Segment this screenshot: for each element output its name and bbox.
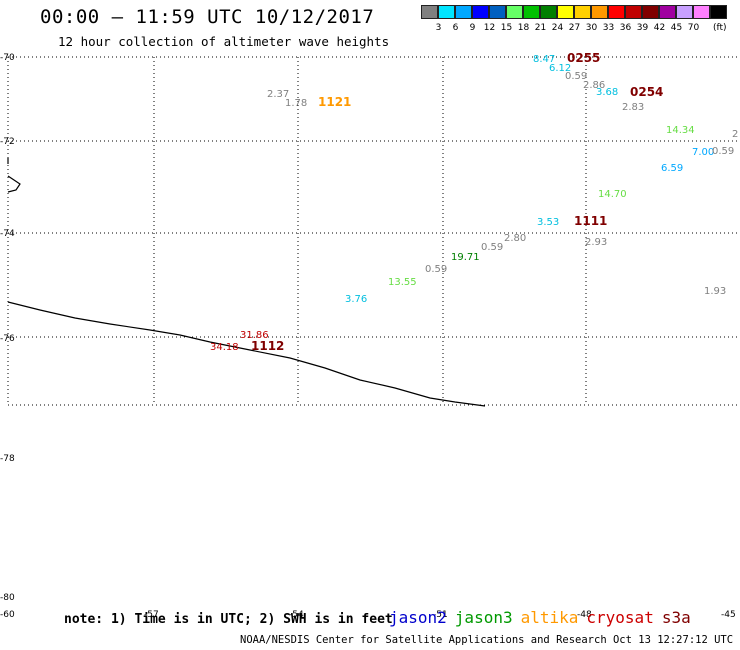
legend-swatch (540, 5, 557, 19)
legend-swatch (489, 5, 506, 19)
wave-height-value: 0.59 (712, 146, 734, 157)
satellite-legend: jason2 jason3 altika cryosat s3a (389, 608, 699, 627)
wave-height-value: 2.86 (583, 80, 605, 91)
credit-line: NOAA/NESDIS Center for Satellite Applica… (240, 634, 740, 646)
legend-label: 15 (500, 23, 513, 33)
latitude-label: -72 (0, 137, 15, 147)
wave-height-value: 2.93 (585, 237, 607, 248)
wave-height-value: 6.12 (549, 63, 571, 74)
legend-label: 9 (469, 23, 476, 33)
legend-swatch (557, 5, 574, 19)
legend-swatch (693, 5, 710, 19)
wave-height-value: 2.83 (622, 102, 644, 113)
legend-label: 33 (602, 23, 615, 33)
latitude-label: -74 (0, 229, 15, 239)
wave-height-value: 19.71 (451, 252, 480, 263)
wave-height-value: 34.18 (210, 342, 239, 353)
legend-label: 18 (517, 23, 530, 33)
wave-height-value: 13.55 (388, 277, 417, 288)
legend-swatch (455, 5, 472, 19)
wave-height-value: 1.78 (285, 98, 307, 109)
longitude-label: -54 (289, 610, 304, 620)
legend-label: 6 (452, 23, 459, 33)
wave-height-value: 0.59 (565, 71, 587, 82)
latitude-label: -80 (0, 593, 15, 603)
longitude-label: -45 (721, 610, 736, 620)
legend-unit: (ft) (713, 23, 727, 33)
longitude-label: -60 (0, 610, 15, 620)
wave-height-value: 14.34 (666, 125, 695, 136)
wave-height-value: 0.59 (481, 242, 503, 253)
wave-height-value: 14.70 (598, 189, 627, 200)
pass-time-label: 0255 (567, 51, 600, 65)
pass-time-label: 1111 (574, 214, 607, 228)
wave-height-value: 3.53 (537, 217, 559, 228)
legend-label: 27 (568, 23, 581, 33)
legend-label: 12 (483, 23, 496, 33)
latitude-labels: -70 -72 -74 -76 -78 -80 (0, 53, 15, 603)
legend-swatch (710, 5, 727, 19)
legend-label: 70 (687, 23, 700, 33)
latitude-label: -76 (0, 334, 15, 344)
wave-height-value: 0.59 (425, 264, 447, 275)
island-outline (7, 175, 21, 193)
legend-label: 36 (619, 23, 632, 33)
legend-swatch (625, 5, 642, 19)
legend-label: 45 (670, 23, 683, 33)
latitude-label: -78 (0, 454, 15, 464)
wave-height-value: 3.68 (596, 87, 618, 98)
legend-swatch (523, 5, 540, 19)
legend-label: 21 (534, 23, 547, 33)
wave-height-value: 7.00 (692, 147, 714, 158)
coastline-path (7, 301, 486, 407)
satellite-name: jason3 (454, 608, 513, 627)
legend-swatch (642, 5, 659, 19)
wave-height-value: 2 (732, 129, 738, 140)
satellite-name: s3a (661, 608, 691, 627)
pass-time-label: 1112 (251, 339, 284, 353)
footer-note: note: 1) Time is in UTC; 2) SWH is in fe… (64, 612, 393, 627)
map-subtitle: 12 hour collection of altimeter wave hei… (58, 34, 390, 49)
coastline (7, 158, 486, 407)
legend-swatch (608, 5, 625, 19)
legend-label: 30 (585, 23, 598, 33)
legend-swatch (421, 5, 438, 19)
legend-label: 3 (435, 23, 442, 33)
legend-label: 42 (653, 23, 666, 33)
legend-swatch (472, 5, 489, 19)
legend-swatch (676, 5, 693, 19)
legend-swatch (574, 5, 591, 19)
longitude-label: -57 (144, 610, 159, 620)
legend-swatch (506, 5, 523, 19)
longitude-labels: -60 -57 -54 -51 -48 -45 (0, 610, 736, 620)
wave-height-value: 2.37 (267, 89, 289, 100)
wave-height-value: 8.47 (533, 54, 555, 65)
wave-height-value: 6.59 (661, 163, 683, 174)
legend-label: 39 (636, 23, 649, 33)
pass-time-label: 0254 (630, 85, 663, 99)
longitude-label: -51 (433, 610, 448, 620)
wave-height-value: 3.76 (345, 294, 367, 305)
latitude-label: -70 (0, 53, 15, 63)
legend-swatch (591, 5, 608, 19)
legend-swatch (659, 5, 676, 19)
satellite-name: altika (520, 608, 579, 627)
wave-height-value: 1.93 (704, 286, 726, 297)
satellite-name: jason2 (389, 608, 447, 627)
legend-swatch (438, 5, 455, 19)
legend-label: 24 (551, 23, 564, 33)
longitude-label: -48 (577, 610, 592, 620)
wave-height-value: 31.86 (240, 330, 269, 341)
map-title: 00:00 – 11:59 UTC 10/12/2017 (40, 6, 375, 28)
satellite-name: cryosat (586, 608, 654, 627)
pass-time-label: 1121 (318, 95, 351, 109)
wave-height-value: 2.80 (504, 233, 526, 244)
